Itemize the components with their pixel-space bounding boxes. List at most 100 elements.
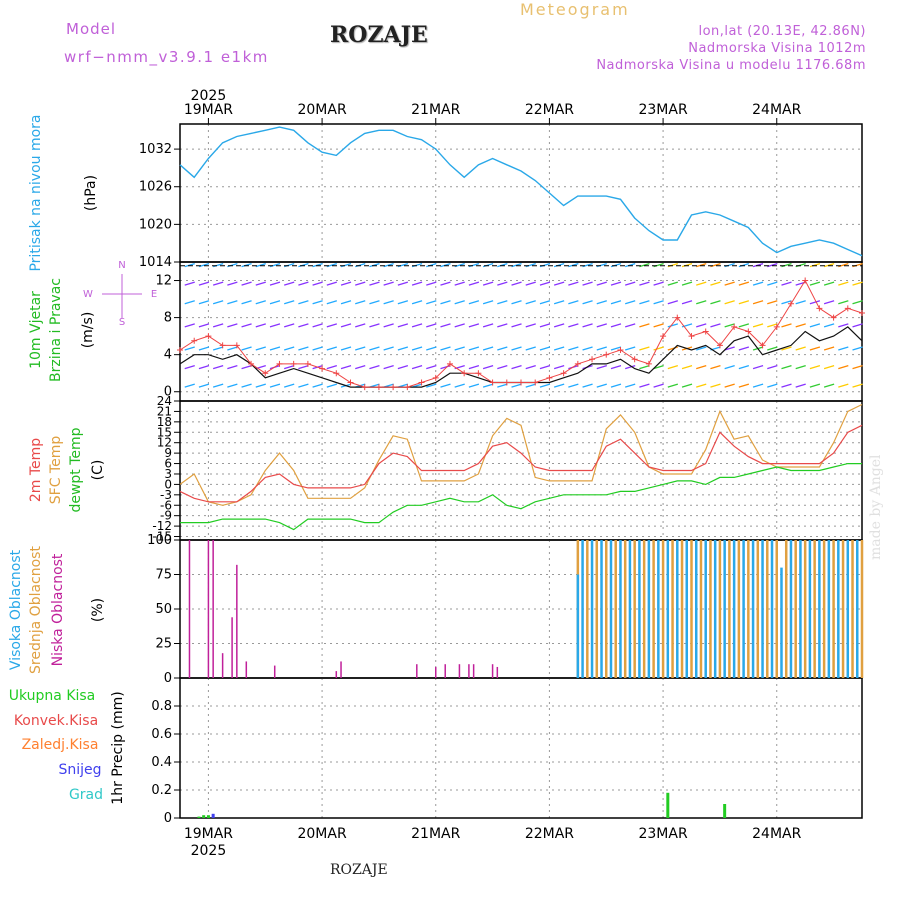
wind-barb [710,281,721,286]
y-tick-label: -6 [160,498,172,512]
cloud-bar-high-cloud [808,540,812,678]
y-tick-label: 0.8 [151,699,172,714]
cloud-bar-mid-cloud [860,540,864,678]
wind-barb [852,364,863,370]
wind-barb [610,346,622,351]
wind-barb [411,281,423,286]
wind-barb [696,323,707,328]
wind-barb [610,281,622,286]
wind-barb [696,346,707,351]
wind-barb [426,383,437,388]
panel-frame [179,677,863,819]
wind-barb [767,281,778,286]
wind-barb [823,383,835,388]
wind-barb [639,323,650,328]
wind-barb [553,383,565,388]
wind-barb [326,346,338,351]
wind-barb [781,346,792,351]
wind-barb [653,364,664,370]
wind-barb [667,364,679,370]
wind-barb [383,300,394,305]
wind-barb [525,281,536,286]
cloud-bar-mid-cloud [851,540,854,678]
wind-barb [710,323,721,328]
wind-barb [482,323,494,328]
cloud-bar-high-cloud [780,567,783,678]
precip-bar-total-precip [206,815,210,818]
wind-barb [781,300,792,305]
wind-barb [298,323,309,328]
wind-barb [212,323,224,328]
y-tick-label: 0.6 [151,727,172,742]
gust-marker [347,379,354,386]
wind-barb [426,346,437,351]
wind-barb [625,346,636,351]
gust-marker [390,384,397,391]
wind-barb [241,364,252,370]
wind-barb [610,383,622,388]
wind-barb [696,263,707,268]
wind-barb [553,364,565,370]
wind-barb [355,364,366,370]
wind-barb [340,346,352,351]
cloud-bar-high-cloud [619,540,622,678]
cloud-bar-low-cloud [340,661,342,678]
wind-barb [781,281,792,286]
wind-barb [838,281,849,286]
wind-barb [525,364,536,370]
gust-marker [674,314,681,321]
x-tick-label-bottom: 19MAR [184,826,233,842]
wind-barb [724,281,735,286]
wind-barb [511,300,522,305]
cloud-bar-high-cloud [638,540,641,678]
cloud-bar-mid-cloud [794,540,797,678]
cloud-bar-low-cloud [212,540,214,678]
wind-barb [369,263,380,268]
wind-barb [582,346,593,351]
gust-marker [404,384,411,391]
gust-marker [219,342,226,349]
x-tick-label-bottom: 21MAR [411,826,460,842]
year-label-top: 2025 [191,88,227,104]
model-name: wrf−nmm_v3.9.1 e1km [64,48,269,66]
x-tick-label-top: 21MAR [411,102,460,118]
wind-barb [355,300,366,305]
wind-barb [625,383,636,388]
cloud-bar-high-cloud [789,540,793,678]
cloud-bar-low-cloud [236,564,238,678]
gust-marker [660,333,667,340]
wind-barb [823,281,835,286]
wind-barb [596,364,607,370]
wind-barb [269,323,281,328]
cloud-bar-low-cloud [231,617,233,678]
wind-barb [298,300,309,305]
wind-barb [212,383,224,388]
gust-marker [276,360,283,367]
temp-2m-line [179,424,863,503]
wind-barb [752,263,764,268]
y-tick-label: -15 [152,530,172,544]
wind-barb [696,364,707,370]
wind-barb [326,364,338,370]
wind-barb [852,383,863,388]
gust-marker [560,370,567,377]
wind-barb [710,364,721,370]
wind-barb [838,346,849,351]
model-label: Model [66,20,117,38]
wind-barb [852,346,863,351]
wind-barb [312,281,323,286]
mid-cloud-label: Srednja Oblacnost [28,546,44,674]
wind-barb [767,364,778,370]
wind-barb [468,364,480,370]
wind-barb [212,364,224,370]
cloud-bar-mid-cloud [633,540,636,678]
cloud-bar-high-cloud [657,540,660,678]
wind-barb [497,281,508,286]
x-tick-label-top: 22MAR [525,102,574,118]
wind-barb [511,323,522,328]
wind-barb [767,300,778,305]
cloud-bar-mid-cloud [718,540,722,678]
wind-barb [511,364,522,370]
wind-barb [582,323,593,328]
cloud-bar-mid-cloud [813,540,816,678]
